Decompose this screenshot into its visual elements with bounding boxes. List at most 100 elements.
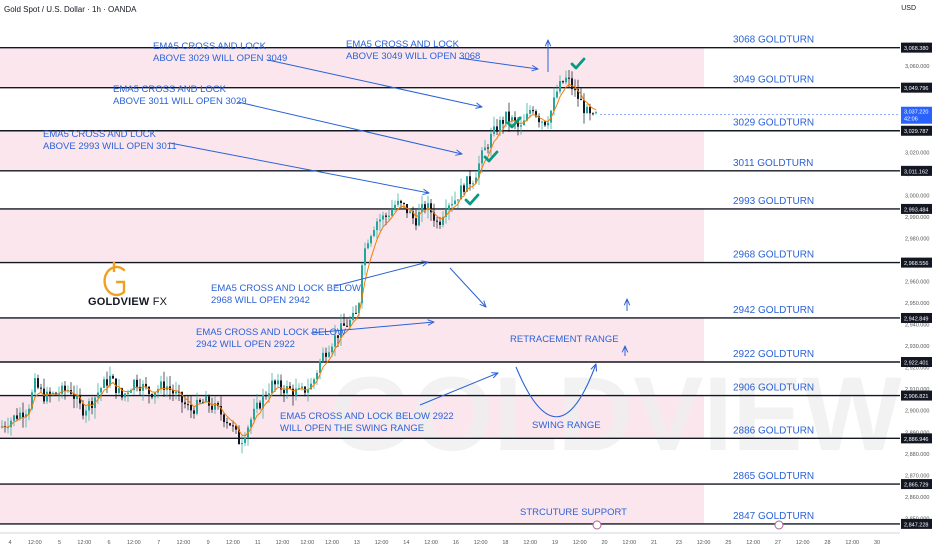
candle-body xyxy=(214,402,216,410)
candle-body xyxy=(163,381,165,390)
candle-body xyxy=(235,425,237,430)
candle-body xyxy=(508,111,510,122)
candle-body xyxy=(430,203,432,213)
candle-body xyxy=(193,410,195,414)
y-tick-label: 2,940.000 xyxy=(905,323,929,329)
candle-body xyxy=(424,204,426,210)
price-tag xyxy=(901,82,932,93)
candle-body xyxy=(25,414,27,418)
candle-body xyxy=(325,352,327,357)
annotation-arrow xyxy=(419,373,498,406)
candle-body xyxy=(19,412,21,419)
candle-body xyxy=(529,110,531,114)
price-tag xyxy=(901,165,932,176)
candle-body xyxy=(154,392,156,398)
candle-body xyxy=(505,111,507,124)
candle-body xyxy=(97,392,99,398)
candle-body xyxy=(241,443,243,445)
candle-body xyxy=(73,393,75,399)
candle-body xyxy=(481,150,483,164)
candle-body xyxy=(589,106,591,114)
candle-body xyxy=(106,379,108,386)
retracement-range-label: RETRACEMENT RANGE xyxy=(510,334,619,345)
candle-body xyxy=(280,380,282,390)
x-tick-label: 12:00 xyxy=(276,540,290,546)
price-tag xyxy=(901,390,932,401)
candle-body xyxy=(298,388,300,390)
candle-body xyxy=(286,386,288,394)
candle-body xyxy=(418,212,420,226)
level-label: 3049 GOLDTURN xyxy=(733,75,814,86)
event-icon[interactable] xyxy=(592,520,602,530)
x-tick-label: 11 xyxy=(255,540,261,546)
x-tick-label: 12:00 xyxy=(622,540,636,546)
x-tick-label: 12:00 xyxy=(77,540,91,546)
candle-body xyxy=(301,386,303,389)
annotation-line2: ABOVE 3011 WILL OPEN 3029 xyxy=(113,96,247,107)
candle-body xyxy=(292,388,294,396)
price-tag xyxy=(901,42,932,53)
candle-body xyxy=(367,243,369,249)
price-tag-label: 2,886.946 xyxy=(904,437,928,443)
annotation-arrow xyxy=(449,267,486,307)
candle-body xyxy=(91,401,93,409)
candle-body xyxy=(355,312,357,314)
candle-body xyxy=(229,423,231,426)
y-tick-label: 3,000.000 xyxy=(905,193,929,199)
candle-body xyxy=(385,215,387,217)
candle-body xyxy=(205,396,207,403)
candle-body xyxy=(274,380,276,385)
candle-body xyxy=(7,427,9,429)
zone-band xyxy=(0,47,704,88)
ema5-line xyxy=(1,83,597,437)
candle-body xyxy=(466,176,468,192)
x-tick-label: 12:00 xyxy=(573,540,587,546)
price-tag-label: 3,049.796 xyxy=(904,86,928,92)
candle-body xyxy=(322,352,324,362)
candle-body xyxy=(427,203,429,210)
candle-body xyxy=(175,391,177,394)
price-tag-label: 2,847.228 xyxy=(904,522,928,528)
annotation-arrow xyxy=(334,262,428,287)
candle-body xyxy=(22,412,24,418)
candle-body xyxy=(379,219,381,222)
candle-body xyxy=(34,378,36,393)
annotation-line1: EMA5 CROSS AND LOCK BELOW xyxy=(196,327,346,338)
x-tick-label: 9 xyxy=(207,540,210,546)
candle-body xyxy=(499,119,501,132)
y-tick-label: 2,870.000 xyxy=(905,473,929,479)
candle-body xyxy=(256,402,258,409)
candle-body xyxy=(463,185,465,192)
event-icon[interactable] xyxy=(774,520,784,530)
candle-body xyxy=(37,378,39,388)
candle-body xyxy=(544,121,546,126)
zone-band xyxy=(0,208,704,263)
candle-body xyxy=(442,216,444,225)
candle-body xyxy=(121,388,123,398)
candle-body xyxy=(538,116,540,123)
zone-band xyxy=(0,484,704,524)
candle-body xyxy=(64,385,66,391)
candle-body xyxy=(577,89,579,99)
x-tick-label: 12:00 xyxy=(746,540,760,546)
candle-body xyxy=(1,426,3,428)
candle-body xyxy=(388,215,390,217)
candle-body xyxy=(493,126,495,134)
candle-body xyxy=(511,117,513,122)
x-tick-label: 12:00 xyxy=(697,540,711,546)
level-label: 2993 GOLDTURN xyxy=(733,196,814,207)
candle-body xyxy=(238,429,240,445)
y-tick-label: 2,920.000 xyxy=(905,366,929,372)
logo-name-fx: FX xyxy=(152,296,168,308)
candle-body xyxy=(271,380,273,394)
candle-body xyxy=(295,388,297,396)
candle-body xyxy=(316,372,318,380)
price-tag-label: 2,968.556 xyxy=(904,261,928,267)
candle-body xyxy=(592,113,594,115)
x-tick-label: 12:00 xyxy=(177,540,191,546)
price-tag-label: 2,942.849 xyxy=(904,316,928,322)
candle-body xyxy=(496,126,498,132)
annotation-line2: 2942 WILL OPEN 2922 xyxy=(196,339,295,350)
candle-body xyxy=(553,97,555,111)
